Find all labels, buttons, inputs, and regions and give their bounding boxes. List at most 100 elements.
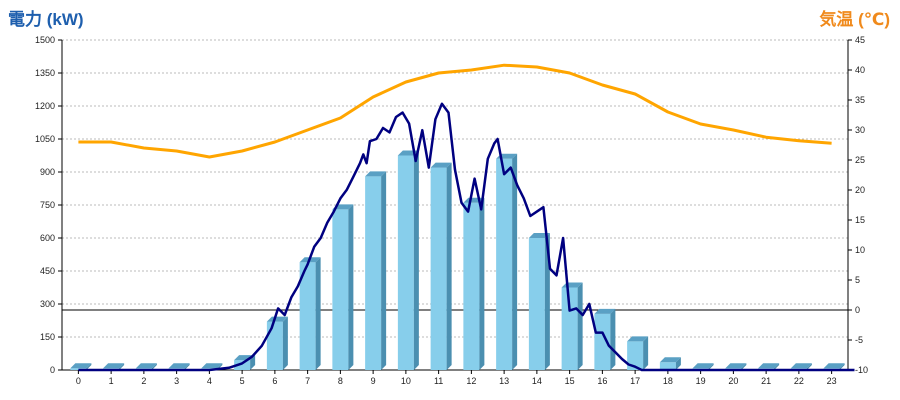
x-tick-label: 2 [141, 376, 146, 386]
x-tick-label: 3 [174, 376, 179, 386]
bar-top [659, 357, 681, 363]
right-tick-label: 20 [855, 185, 865, 195]
x-tick-label: 17 [630, 376, 640, 386]
x-tick-label: 22 [794, 376, 804, 386]
left-tick-label: 0 [50, 365, 55, 375]
left-tick-label: 1500 [35, 35, 55, 45]
bar [266, 321, 283, 370]
power-line [78, 102, 855, 372]
bar [332, 209, 349, 370]
x-tick-label: 10 [401, 376, 411, 386]
bar-side [774, 363, 780, 370]
bar-top [430, 162, 452, 168]
x-tick-label: 15 [565, 376, 575, 386]
x-tick-label: 6 [272, 376, 277, 386]
x-tick-label: 1 [109, 376, 114, 386]
bar-side [250, 355, 256, 370]
left-tick-label: 150 [40, 332, 55, 342]
bar-top [627, 336, 649, 342]
x-tick-label: 16 [597, 376, 607, 386]
left-tick-label: 900 [40, 167, 55, 177]
right-tick-label: 45 [855, 35, 865, 45]
bar-top [528, 233, 550, 238]
x-tick-label: 5 [240, 376, 245, 386]
bar-side [413, 150, 419, 370]
bar-side [512, 153, 518, 370]
bar-side [806, 363, 812, 370]
bar-side [446, 162, 452, 370]
left-tick-label: 300 [40, 299, 55, 309]
bar-top [823, 363, 845, 369]
x-tick-label: 19 [696, 376, 706, 386]
left-tick-label: 1050 [35, 134, 55, 144]
bar-side [282, 316, 288, 370]
bar-side [348, 204, 354, 370]
bar-side [315, 257, 321, 370]
right-tick-label: -10 [855, 365, 868, 375]
bar-side [741, 363, 747, 370]
right-tick-label: 15 [855, 215, 865, 225]
x-tick-label: 12 [466, 376, 476, 386]
right-tick-label: 30 [855, 125, 865, 135]
bar-side [479, 197, 485, 370]
right-tick-label: 10 [855, 245, 865, 255]
bar-top [135, 363, 157, 369]
bar-top [758, 363, 780, 369]
bar-top [594, 308, 616, 314]
left-tick-label: 600 [40, 233, 55, 243]
left-tick-label: 1350 [35, 68, 55, 78]
bar-side [381, 171, 387, 370]
bar [234, 360, 251, 370]
bar-top [266, 316, 288, 322]
bar [430, 167, 447, 370]
right-tick-label: -5 [855, 335, 863, 345]
x-tick-label: 0 [76, 376, 81, 386]
bar [659, 362, 676, 370]
bar-side [151, 363, 157, 370]
bar [463, 202, 480, 370]
bar-top [365, 171, 387, 177]
x-tick-label: 21 [761, 376, 771, 386]
x-tick-label: 18 [663, 376, 673, 386]
temperature-line [78, 63, 832, 159]
bar-top [103, 363, 125, 369]
bar-side [184, 363, 190, 370]
bar-side [610, 308, 616, 370]
bar [528, 238, 545, 370]
bar-side [577, 282, 583, 370]
bar [365, 176, 382, 370]
bar-top [168, 363, 190, 369]
x-tick-label: 9 [371, 376, 376, 386]
bar [397, 155, 414, 370]
bar-side [86, 363, 92, 370]
bar [496, 158, 513, 370]
bar-side [119, 363, 125, 370]
right-tick-label: 35 [855, 95, 865, 105]
left-tick-label: 1200 [35, 101, 55, 111]
bar-side [839, 363, 845, 370]
bar [70, 368, 87, 370]
left-axis-title: 電力 (kW) [8, 10, 84, 29]
bar-top [692, 363, 714, 369]
x-tick-label: 23 [827, 376, 837, 386]
bar-side [675, 357, 681, 370]
right-tick-label: 40 [855, 65, 865, 75]
left-tick-label: 450 [40, 266, 55, 276]
right-tick-label: 25 [855, 155, 865, 165]
bar-top [790, 363, 812, 369]
bar [594, 313, 611, 370]
bar [299, 262, 316, 370]
bar-top [70, 363, 92, 369]
right-tick-label: 5 [855, 275, 860, 285]
bar-top [725, 363, 747, 369]
x-tick-label: 20 [728, 376, 738, 386]
x-tick-label: 8 [338, 376, 343, 386]
x-tick-label: 4 [207, 376, 212, 386]
x-tick-label: 11 [434, 376, 443, 386]
right-tick-label: 0 [855, 305, 860, 315]
x-tick-label: 7 [305, 376, 310, 386]
bar-side [643, 336, 649, 370]
right-axis-title: 気温 (℃) [819, 10, 890, 29]
x-tick-label: 13 [499, 376, 509, 386]
